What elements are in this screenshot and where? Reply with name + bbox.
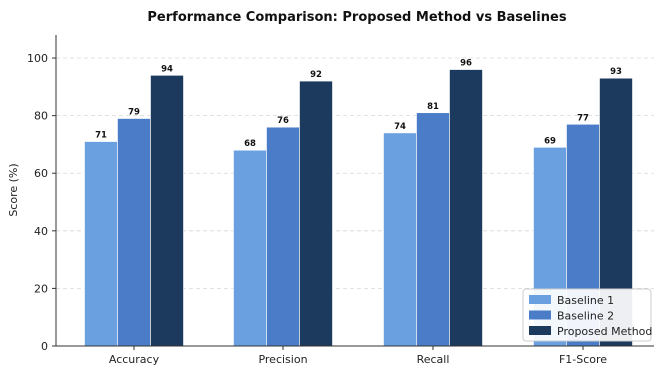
legend-swatch [529,311,551,320]
legend-label: Baseline 1 [557,294,614,307]
bar [450,70,483,346]
y-axis-label: Score (%) [7,163,20,216]
chart-title: Performance Comparison: Proposed Method … [147,10,566,25]
y-tick-label: 100 [27,52,48,65]
bar [384,133,417,346]
x-tick-label: Accuracy [109,353,160,366]
data-label: 94 [161,64,173,74]
data-label: 93 [610,67,622,77]
x-tick-label: F1-Score [559,353,607,366]
y-tick-label: 80 [34,110,48,123]
bar [234,150,267,346]
bar [85,142,118,346]
y-tick-label: 40 [34,225,48,238]
x-tick-label: Recall [417,353,450,366]
bar [417,113,450,346]
data-label: 71 [95,131,107,141]
data-label: 76 [277,116,289,126]
data-label: 81 [427,102,439,112]
legend: Baseline 1 Baseline 2 Proposed Method [523,289,652,341]
legend-label: Baseline 2 [557,310,614,323]
y-tick-label: 60 [34,167,48,180]
data-label: 77 [577,113,589,123]
data-label: 92 [310,70,322,80]
data-label: 69 [544,136,556,146]
legend-swatch [529,295,551,304]
legend-label: Proposed Method [557,325,652,338]
bar [300,81,333,346]
legend-swatch [529,326,551,335]
y-tick-label: 20 [34,282,48,295]
data-label: 68 [244,139,256,149]
y-tick-label: 0 [41,340,48,353]
bar [151,75,184,346]
data-label: 79 [128,108,140,118]
bar [118,119,151,346]
data-label: 74 [394,122,406,132]
bar [267,127,300,346]
x-tick-label: Precision [258,353,307,366]
data-label: 96 [460,59,472,69]
